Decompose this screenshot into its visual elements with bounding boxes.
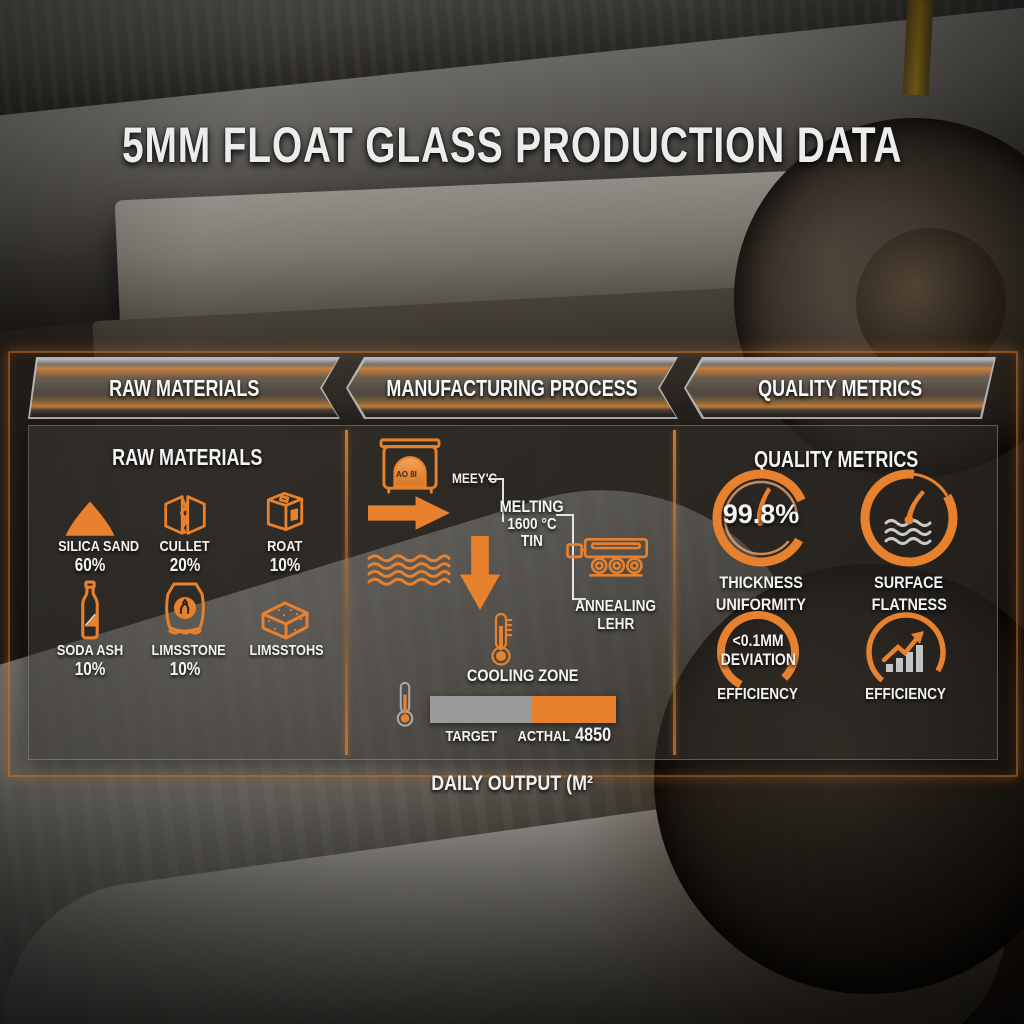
tab-raw-materials: RAW MATERIALS bbox=[28, 357, 340, 419]
material-item: CULLET 20% bbox=[147, 488, 223, 576]
deviation-gauge: <0.1MM DEVIATION bbox=[708, 602, 808, 702]
orange-glow-frame bbox=[8, 351, 1018, 777]
target-actual-bar bbox=[430, 696, 616, 723]
bar-actual-segment bbox=[532, 696, 616, 723]
material-item: LIMSSTOHS bbox=[243, 594, 327, 659]
melting-label: MELTING 1600 °C TIN bbox=[500, 497, 564, 551]
material-item: ROAT 10% bbox=[245, 482, 325, 576]
carton-box-icon bbox=[245, 482, 325, 538]
connector-line bbox=[488, 478, 504, 522]
content-panel: RAW MATERIALS SILICA SAND 60% bbox=[28, 425, 998, 760]
efficiency-gauge bbox=[856, 602, 956, 702]
stone-block-icon bbox=[243, 594, 327, 642]
section-banner-row: RAW MATERIALS MANUFACTURING PROCESS QUAL… bbox=[28, 357, 996, 419]
gauge-label: EFFICIENCY bbox=[717, 686, 799, 703]
gauge-label: EFFICIENCY bbox=[865, 686, 947, 703]
section-divider bbox=[345, 430, 348, 755]
raw-materials-heading: RAW MATERIALS bbox=[112, 444, 263, 470]
page-title: 5MM FLOAT GLASS PRODUCTION DATA bbox=[121, 117, 903, 173]
gauge-label: THICKNESS UNIFORMITY bbox=[716, 573, 806, 614]
bar-target-segment bbox=[430, 696, 533, 723]
annealing-lehr-icon bbox=[564, 532, 652, 580]
daily-output-label: DAILY OUTPUT (M² bbox=[431, 772, 593, 795]
melt-note-label: MEEY'C bbox=[451, 470, 498, 486]
tab-label: QUALITY METRICS bbox=[757, 374, 923, 401]
raw-materials-section: RAW MATERIALS SILICA SAND 60% bbox=[29, 426, 346, 759]
tab-quality-metrics: QUALITY METRICS bbox=[684, 357, 996, 419]
gauge-value: <0.1MM DEVIATION bbox=[720, 632, 796, 669]
actual-label: ACTHAL bbox=[517, 728, 571, 745]
tab-label: RAW MATERIALS bbox=[108, 374, 260, 401]
tab-label: MANUFACTURING PROCESS bbox=[386, 374, 638, 401]
output-value: 4850 bbox=[575, 725, 611, 746]
material-bag-icon bbox=[145, 576, 225, 642]
flow-arrow-right-icon bbox=[368, 496, 450, 530]
quality-metrics-heading: QUALITY METRICS bbox=[754, 446, 919, 472]
material-item: SODA ASH 10% bbox=[51, 578, 129, 680]
bottle-icon bbox=[51, 578, 129, 642]
furnace-icon: AO 8I bbox=[378, 436, 442, 494]
connector-line bbox=[572, 590, 586, 600]
cullet-shards-icon bbox=[147, 488, 223, 538]
gauge-value: 99.8% bbox=[722, 499, 800, 529]
furnace-small-text: AO 8I bbox=[396, 470, 417, 479]
target-label: TARGET bbox=[445, 728, 497, 745]
trend-arrow-icon bbox=[881, 634, 921, 663]
section-divider bbox=[673, 430, 676, 755]
cooling-zone-label: COOLING ZONE bbox=[467, 666, 579, 685]
gauge-label: SURFACE FLATNESS bbox=[871, 573, 947, 614]
sand-pile-icon bbox=[51, 494, 129, 538]
surface-flatness-gauge bbox=[854, 463, 964, 573]
manufacturing-process-section: AO 8I MEEY'C MELTING 1600 °C TIN bbox=[348, 426, 674, 759]
thickness-uniformity-gauge: 99.8% bbox=[706, 463, 816, 573]
annealing-lehr-label: ANNEALING LEHR bbox=[575, 598, 656, 633]
molten-waves-icon bbox=[366, 552, 452, 592]
trend-bar-chart-icon bbox=[886, 645, 923, 672]
thermometer-gray-icon bbox=[394, 680, 416, 728]
quality-metrics-section: QUALITY METRICS 99.8% THICKNESS UNIFORMI… bbox=[676, 426, 997, 759]
material-item: SILICA SAND 60% bbox=[51, 494, 139, 576]
tab-manufacturing-process: MANUFACTURING PROCESS bbox=[346, 357, 678, 419]
material-item: LIMSSTONE 10% bbox=[145, 576, 226, 680]
thermometer-icon bbox=[488, 612, 514, 666]
